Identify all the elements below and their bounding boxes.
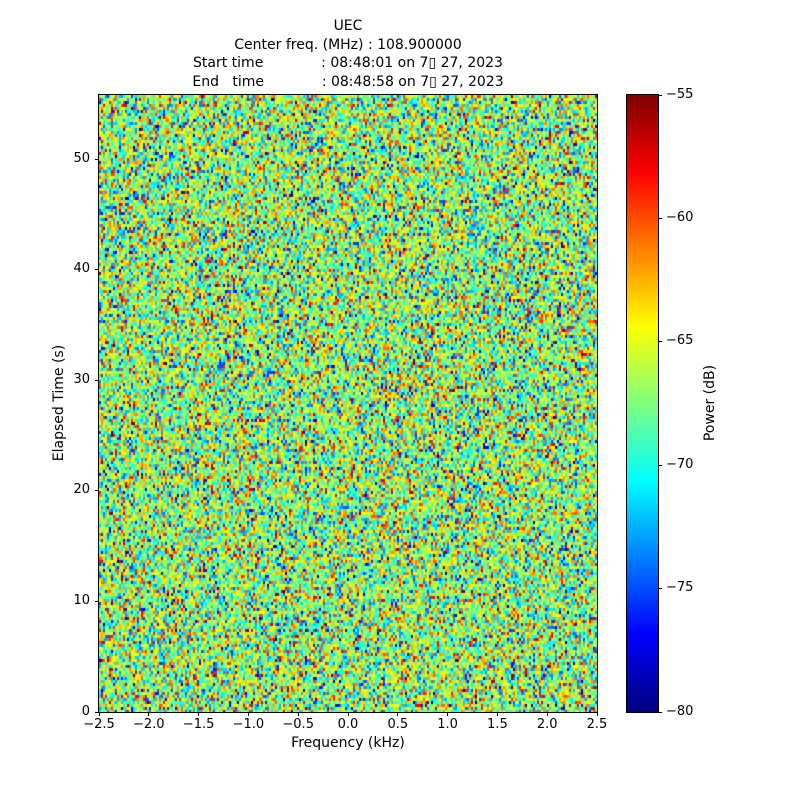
colorbar-tick-mark (658, 94, 662, 96)
x-tick-label: −2.5 (83, 717, 115, 732)
x-tick-label: −1.5 (182, 717, 215, 732)
x-tick-label: 1.5 (487, 717, 508, 732)
colorbar-tick-mark (658, 217, 662, 219)
x-tick-label: −0.5 (282, 717, 314, 732)
x-tick-mark (297, 712, 299, 716)
colorbar-tick-label: −65 (666, 333, 694, 349)
colorbar-tick-mark (658, 341, 662, 343)
y-tick-mark (95, 490, 99, 492)
colorbar-tick-label: −55 (666, 86, 694, 102)
y-tick-mark (95, 158, 99, 160)
y-tick-label: 40 (73, 261, 90, 277)
x-tick-mark (546, 712, 548, 716)
x-tick-mark (148, 712, 150, 716)
y-tick-label: 50 (73, 150, 90, 166)
y-tick-label: 30 (73, 371, 90, 387)
subtitle-start-time: Start time : 08:48:01 on 7▯ 27, 2023 (193, 55, 503, 71)
spectrogram-heatmap-canvas (99, 95, 597, 713)
y-tick-mark (95, 379, 99, 381)
colorbar-tick-label: −60 (666, 209, 694, 225)
x-tick-mark (247, 712, 249, 716)
x-tick-label: 1.0 (437, 717, 458, 732)
x-tick-label: −2.0 (133, 717, 165, 732)
x-tick-mark (347, 712, 349, 716)
colorbar-tick-label: −75 (666, 580, 694, 596)
x-axis-label: Frequency (kHz) (291, 735, 405, 751)
colorbar-tick-mark (658, 464, 662, 466)
y-tick-label: 10 (73, 592, 90, 608)
y-axis-label: Elapsed Time (s) (51, 344, 67, 462)
y-tick-mark (95, 269, 99, 271)
colorbar-tick-mark (658, 588, 662, 590)
x-tick-mark (447, 712, 449, 716)
y-tick-mark (95, 711, 99, 713)
subtitle-end-time: End time : 08:48:58 on 7▯ 27, 2023 (192, 73, 504, 90)
colorbar-label: Power (dB) (702, 364, 718, 442)
colorbar-tick-label: −70 (666, 456, 694, 472)
x-tick-mark (397, 712, 399, 716)
colorbar-tick-mark (658, 711, 662, 713)
y-tick-mark (95, 600, 99, 602)
chart-title: UEC (333, 18, 363, 34)
y-tick-label: 20 (73, 482, 90, 498)
x-tick-label: 2.5 (586, 717, 608, 732)
y-tick-label: 0 (81, 703, 90, 719)
x-tick-mark (198, 712, 200, 716)
x-tick-mark (98, 712, 100, 716)
x-tick-label: 0.5 (387, 717, 409, 732)
x-tick-mark (496, 712, 498, 716)
subtitle-center-freq: Center freq. (MHz) : 108.900000 (234, 36, 462, 53)
x-tick-label: −1.0 (232, 717, 265, 732)
chart-title-block: UEC Center freq. (MHz) : 108.900000 Star… (99, 17, 597, 91)
colorbar-tick-label: −80 (666, 703, 694, 719)
x-tick-label: 0.0 (337, 717, 359, 732)
colorbar-gradient-canvas (627, 95, 658, 712)
x-tick-label: 2.0 (536, 717, 558, 732)
x-tick-mark (596, 712, 598, 716)
